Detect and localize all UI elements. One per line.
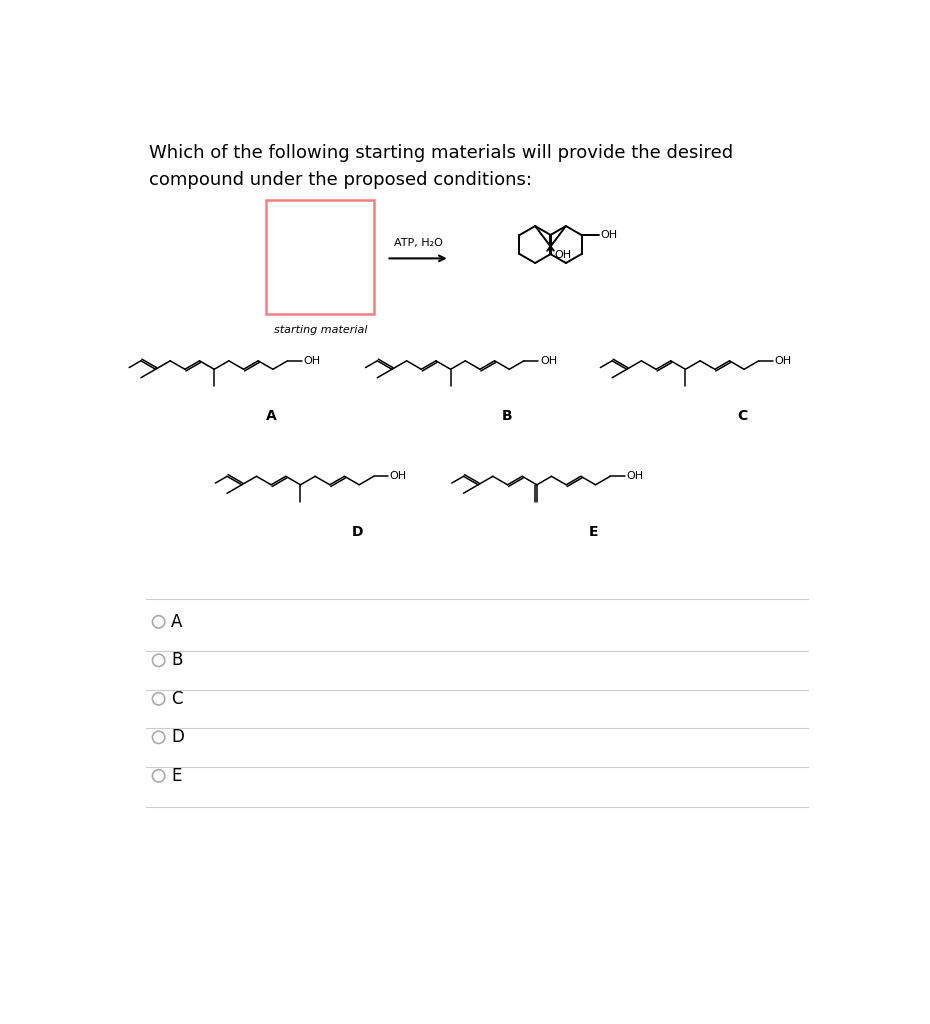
Text: OH: OH: [601, 230, 618, 241]
Text: OH: OH: [626, 471, 644, 481]
Text: OH: OH: [540, 355, 557, 366]
Text: A: A: [171, 612, 182, 631]
Text: B: B: [502, 410, 512, 423]
Text: C: C: [737, 410, 748, 423]
Text: OH: OH: [390, 471, 406, 481]
Text: compound under the proposed conditions:: compound under the proposed conditions:: [150, 171, 532, 188]
Text: OH: OH: [303, 355, 321, 366]
Text: E: E: [171, 767, 181, 784]
Text: D: D: [171, 728, 184, 746]
Text: OH: OH: [775, 355, 791, 366]
Text: starting material: starting material: [273, 325, 367, 335]
Text: E: E: [589, 525, 598, 539]
Text: OH: OH: [554, 250, 572, 260]
Bar: [266, 200, 374, 313]
Text: B: B: [171, 651, 182, 670]
Text: D: D: [352, 525, 363, 539]
Text: Which of the following starting materials will provide the desired: Which of the following starting material…: [150, 144, 734, 163]
Text: C: C: [171, 690, 182, 708]
Text: ATP, H₂O: ATP, H₂O: [393, 238, 443, 248]
Text: A: A: [266, 410, 276, 423]
